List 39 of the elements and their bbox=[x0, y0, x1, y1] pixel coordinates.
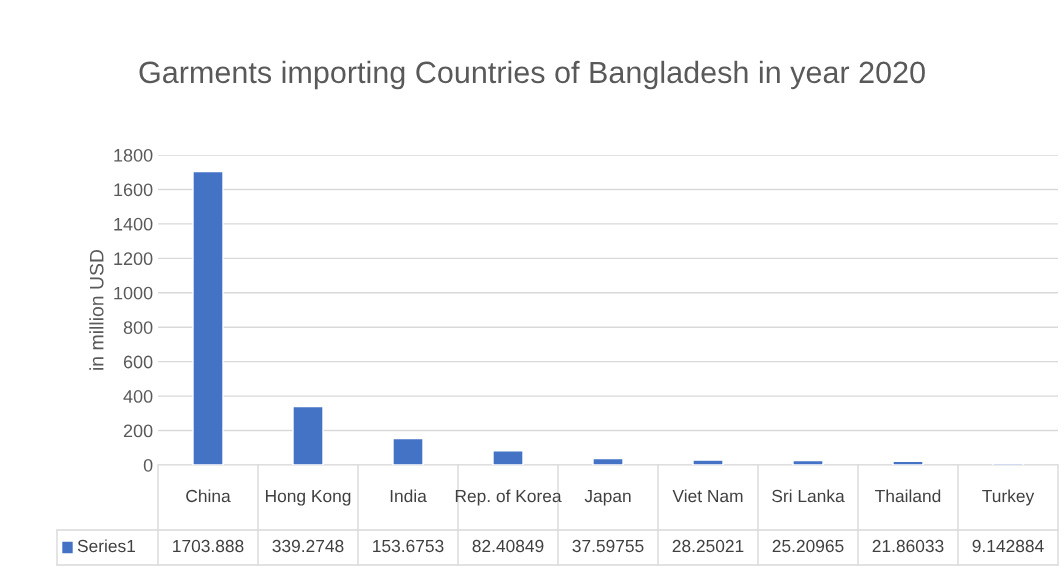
y-tick-label: 1000 bbox=[114, 286, 153, 300]
y-axis-title: in million USD bbox=[89, 249, 104, 370]
x-tick-label: China bbox=[186, 489, 231, 503]
chart-title: Garments importing Countries of Bangladesh in year 2020 bbox=[139, 60, 925, 90]
data-label: 1703.888 bbox=[173, 539, 244, 553]
y-tick-label: 800 bbox=[123, 321, 153, 334]
bar bbox=[392, 437, 424, 465]
data-label: 339.2748 bbox=[272, 539, 344, 553]
bar bbox=[492, 450, 524, 465]
x-tick-label: Thailand bbox=[875, 489, 941, 503]
y-tick-label: 1200 bbox=[114, 252, 153, 266]
data-label: 37.59755 bbox=[572, 539, 644, 553]
data-label: 28.25021 bbox=[672, 539, 744, 553]
data-label: 21.86033 bbox=[872, 539, 944, 553]
y-tick-label: 200 bbox=[123, 424, 153, 438]
y-tick-label: 1400 bbox=[114, 217, 153, 231]
x-tick-label: Hong Kong bbox=[265, 490, 351, 506]
bar bbox=[692, 459, 724, 465]
bar bbox=[892, 460, 924, 465]
y-tick-label: 1600 bbox=[114, 183, 153, 197]
y-tick-label: 600 bbox=[123, 355, 153, 369]
x-tick-label: Viet Nam bbox=[672, 489, 743, 503]
bar bbox=[292, 405, 324, 465]
data-label: 82.40849 bbox=[472, 539, 544, 553]
x-tick-label: India bbox=[390, 489, 427, 503]
data-label: 9.142884 bbox=[972, 539, 1044, 553]
y-tick-label: 0 bbox=[143, 458, 153, 472]
bar bbox=[592, 457, 624, 465]
x-tick-label: Japan bbox=[584, 490, 631, 506]
y-tick-label: 400 bbox=[123, 390, 153, 403]
x-tick-label: Sri Lanka bbox=[772, 489, 845, 503]
data-label: 153.6753 bbox=[373, 539, 444, 553]
bar bbox=[192, 170, 224, 465]
y-tick-label: 1800 bbox=[114, 148, 153, 162]
bar bbox=[792, 459, 824, 465]
x-tick-label: Rep. of Korea bbox=[455, 489, 562, 506]
legend-label: Series1 bbox=[77, 539, 136, 553]
x-tick-label: Turkey bbox=[982, 489, 1035, 506]
data-label: 25.20965 bbox=[772, 539, 844, 553]
